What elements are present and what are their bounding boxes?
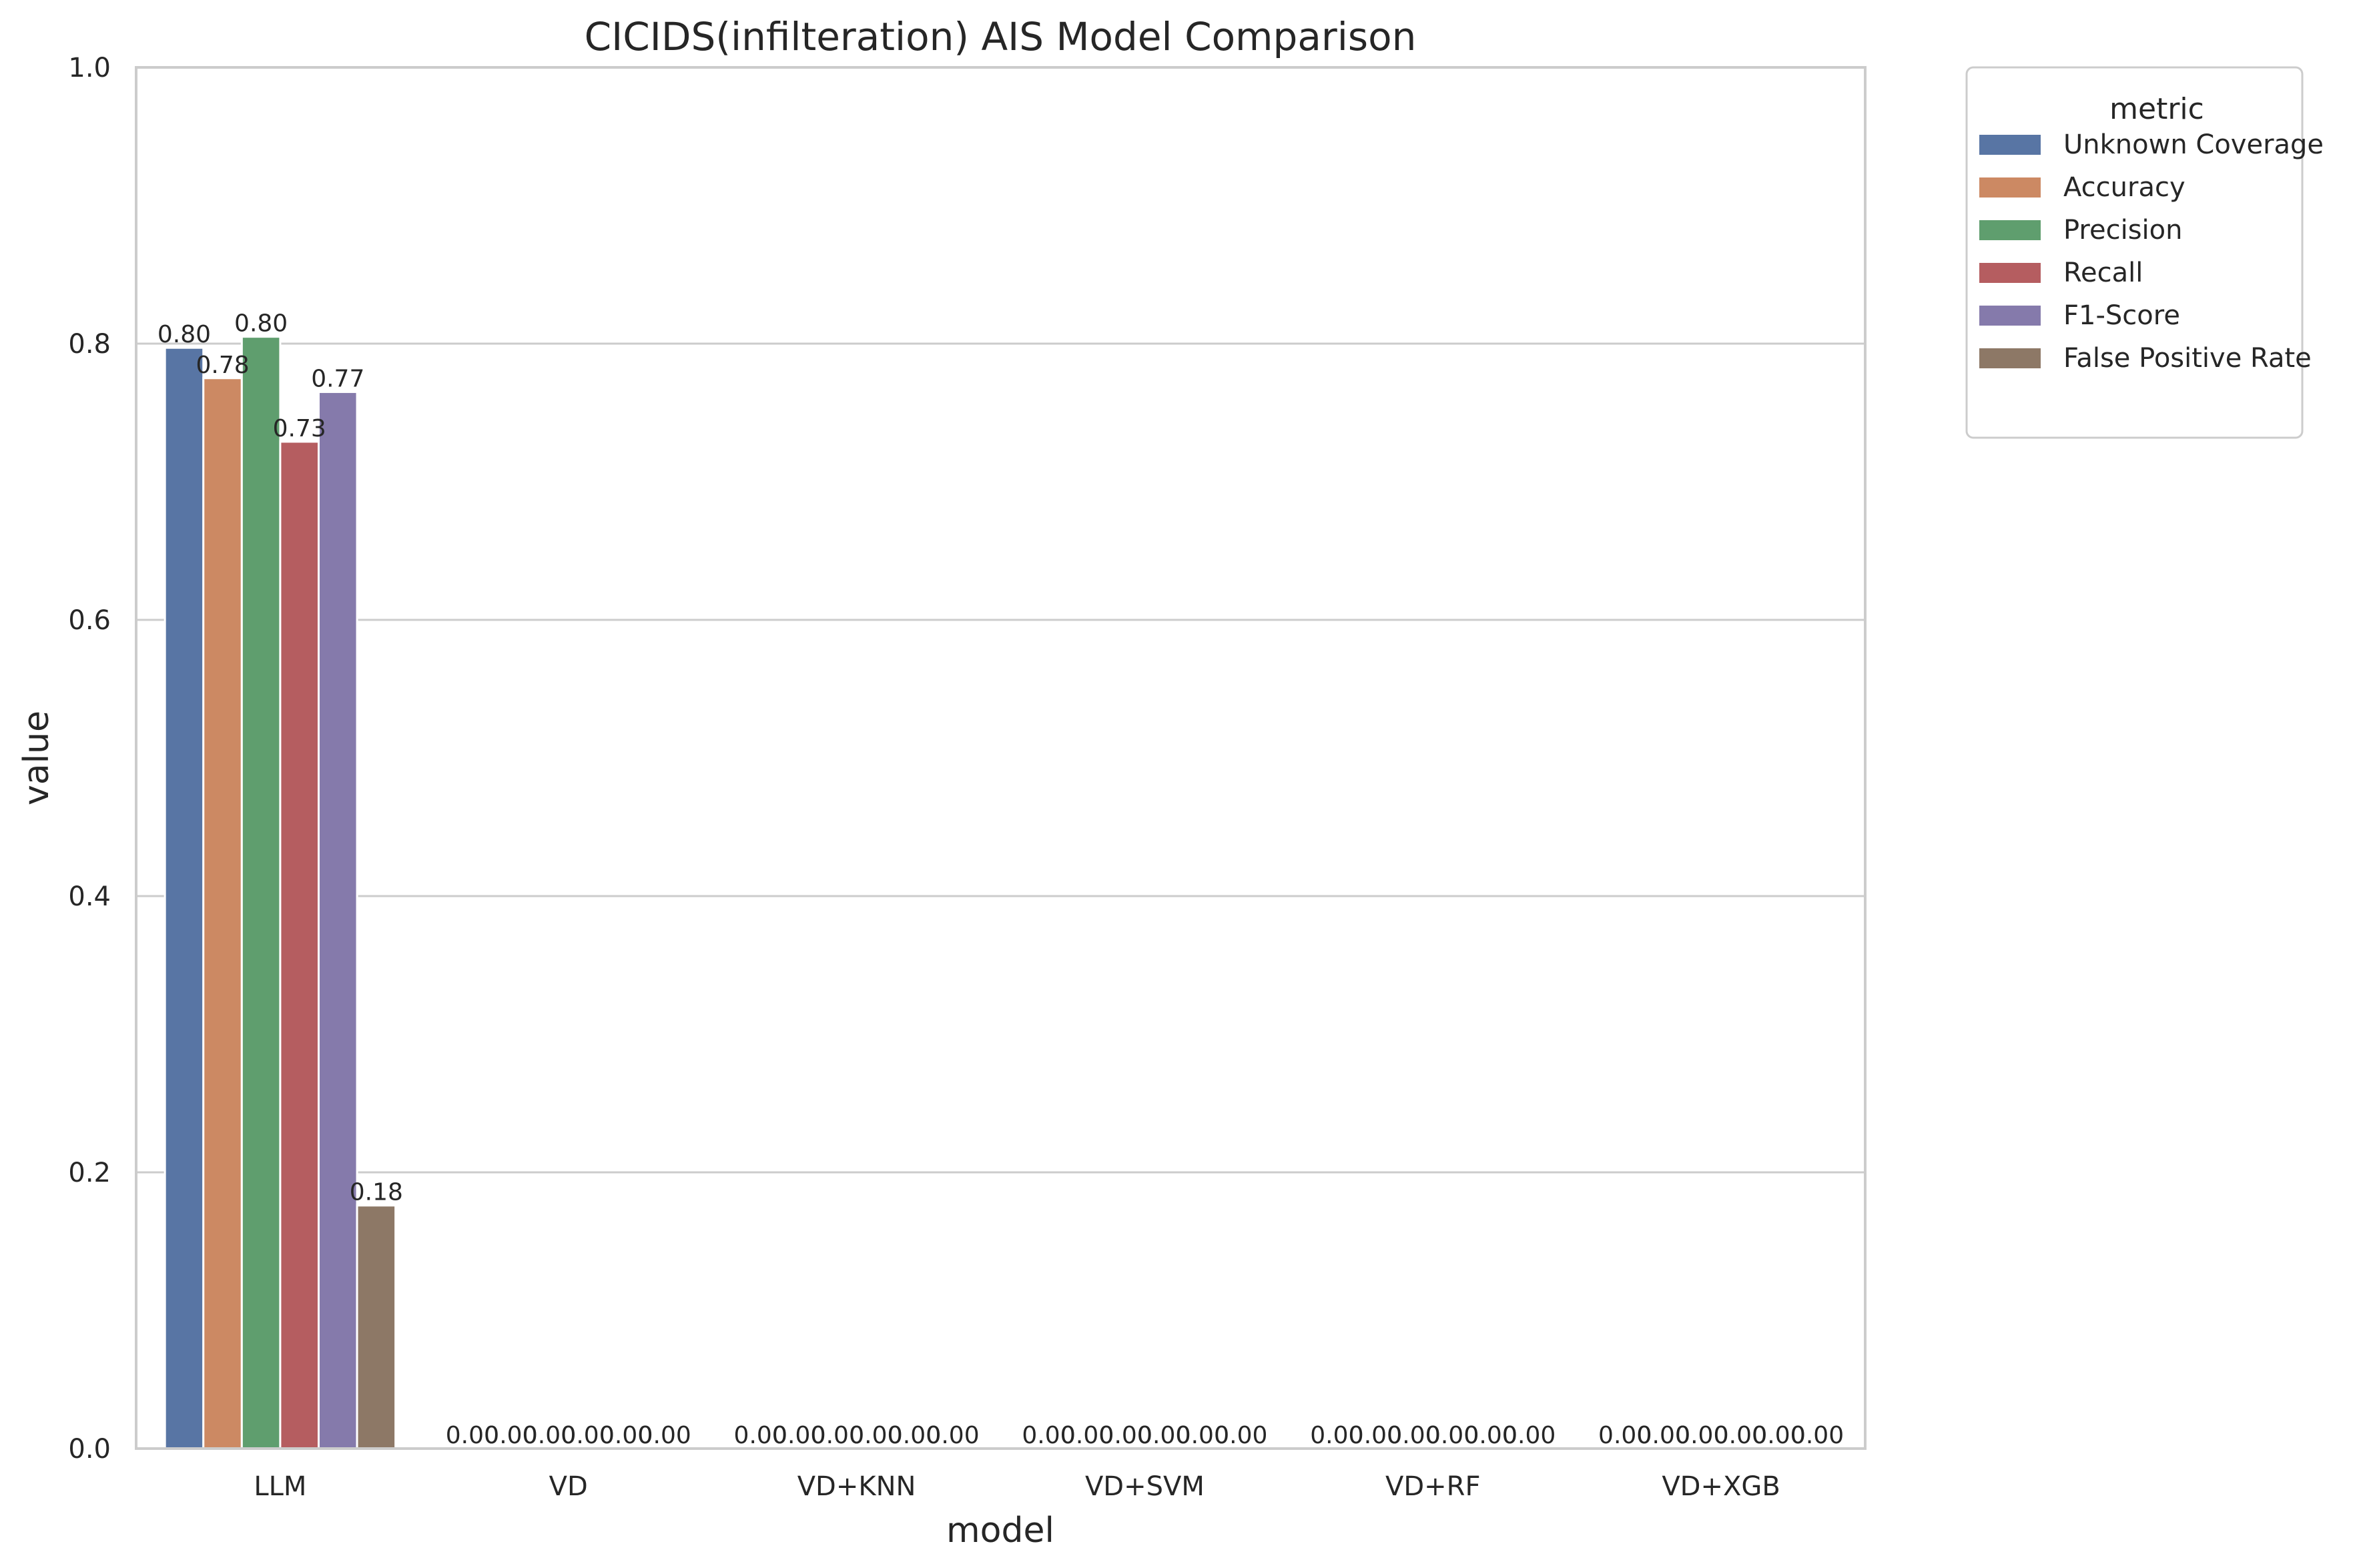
x-tick-label: VD+KNN xyxy=(797,1471,916,1502)
bar-value-label: 0.00 xyxy=(1598,1422,1652,1449)
y-tick-label: 0.6 xyxy=(68,605,111,636)
bar-value-label: 0.00 xyxy=(599,1422,653,1449)
bar-value-label: 0.00 xyxy=(1349,1422,1402,1449)
bar-value-label: 0.00 xyxy=(1310,1422,1363,1449)
x-tick-label: VD xyxy=(549,1471,588,1502)
plot-frame xyxy=(135,66,1867,1450)
bar-value-label: 0.00 xyxy=(772,1422,825,1449)
bar-value-label: 0.00 xyxy=(1502,1422,1556,1449)
legend-label: False Positive Rate xyxy=(2063,343,2312,374)
bar-value-label: 0.00 xyxy=(1060,1422,1114,1449)
legend-label: Precision xyxy=(2063,215,2182,246)
legend-label: F1-Score xyxy=(2063,300,2180,331)
bar-value-label: 0.80 xyxy=(234,310,288,338)
y-tick-label: 0.2 xyxy=(68,1158,111,1188)
legend-label: Accuracy xyxy=(2063,172,2185,203)
bar-value-label: 0.00 xyxy=(734,1422,787,1449)
legend-items: Unknown Coverage Accuracy Precision Recall F… xyxy=(1979,129,2324,374)
y-tick-label: 0.0 xyxy=(68,1434,111,1465)
bar-value-label: 0.00 xyxy=(1752,1422,1805,1449)
gridlines xyxy=(136,342,1865,1174)
bar-value-label: 0.00 xyxy=(1675,1422,1728,1449)
x-axis-ticks: LLM VD VD+KNN VD+SVM VD+RF VD+XGB xyxy=(254,1471,1780,1502)
x-tick-label: VD+RF xyxy=(1385,1471,1480,1502)
legend-label: Recall xyxy=(2063,258,2143,288)
bar-value-label: 0.00 xyxy=(1425,1422,1479,1449)
bar-value-label: 0.00 xyxy=(446,1422,499,1449)
bar-value-label: 0.00 xyxy=(1637,1422,1690,1449)
bar-value-label: 0.00 xyxy=(1099,1422,1152,1449)
legend-swatch xyxy=(1979,263,2041,283)
bar xyxy=(202,377,243,1450)
bar-value-label: 0.73 xyxy=(273,415,326,442)
y-axis-title: value xyxy=(17,711,57,805)
bar-value-label: 0.00 xyxy=(1387,1422,1440,1449)
bar-value-label: 0.00 xyxy=(1714,1422,1767,1449)
bar xyxy=(356,1204,397,1450)
bar-value-label: 0.00 xyxy=(811,1422,864,1449)
bar-value-label: 0.00 xyxy=(484,1422,537,1449)
x-tick-label: VD+SVM xyxy=(1085,1471,1205,1502)
legend-title: metric xyxy=(2109,92,2204,126)
bar-value-label: 0.00 xyxy=(849,1422,902,1449)
bar xyxy=(240,336,282,1450)
bar-value-label: 0.80 xyxy=(157,321,211,348)
bar-value-label: 0.00 xyxy=(1790,1422,1844,1449)
bar-value-label: 0.00 xyxy=(1214,1422,1267,1449)
bar-value-label: 0.00 xyxy=(1464,1422,1517,1449)
bar xyxy=(163,346,205,1450)
bar-value-label: 0.00 xyxy=(1137,1422,1191,1449)
legend-swatch xyxy=(1979,177,2041,198)
legend-swatch xyxy=(1979,220,2041,240)
bar xyxy=(317,390,358,1450)
legend-swatch xyxy=(1979,135,2041,155)
bar-value-label: 0.18 xyxy=(350,1179,403,1206)
y-tick-label: 0.8 xyxy=(68,329,111,360)
legend-swatch xyxy=(1979,306,2041,326)
bars xyxy=(163,336,397,1450)
bar-value-label: 0.00 xyxy=(523,1422,576,1449)
x-tick-label: LLM xyxy=(254,1471,306,1502)
bar-value-label: 0.00 xyxy=(1022,1422,1075,1449)
y-tick-label: 1.0 xyxy=(68,53,111,83)
bar-value-label: 0.00 xyxy=(926,1422,979,1449)
legend-box xyxy=(1965,66,2304,439)
y-tick-label: 0.4 xyxy=(68,881,111,912)
bar-value-label: 0.78 xyxy=(196,352,249,379)
x-axis-title: model xyxy=(946,1511,1054,1551)
bar-labels: 0.800.780.800.730.770.180.000.000.000.00… xyxy=(157,310,1844,1449)
bar-value-label: 0.00 xyxy=(561,1422,614,1449)
chart-title: CICIDS(infilteration) AIS Model Comparis… xyxy=(585,14,1417,59)
bar-value-label: 0.00 xyxy=(1176,1422,1229,1449)
bar-value-label: 0.00 xyxy=(638,1422,691,1449)
legend: metric Unknown Coverage Accuracy Precision… xyxy=(1965,66,2324,439)
bar-value-label: 0.77 xyxy=(311,365,364,392)
y-axis-ticks: 0.0 0.2 0.4 0.6 0.8 1.0 xyxy=(68,53,111,1465)
bar xyxy=(279,440,320,1450)
x-tick-label: VD+XGB xyxy=(1662,1471,1780,1502)
legend-swatch xyxy=(1979,348,2041,368)
legend-label: Unknown Coverage xyxy=(2063,129,2324,160)
bar-value-label: 0.00 xyxy=(888,1422,941,1449)
